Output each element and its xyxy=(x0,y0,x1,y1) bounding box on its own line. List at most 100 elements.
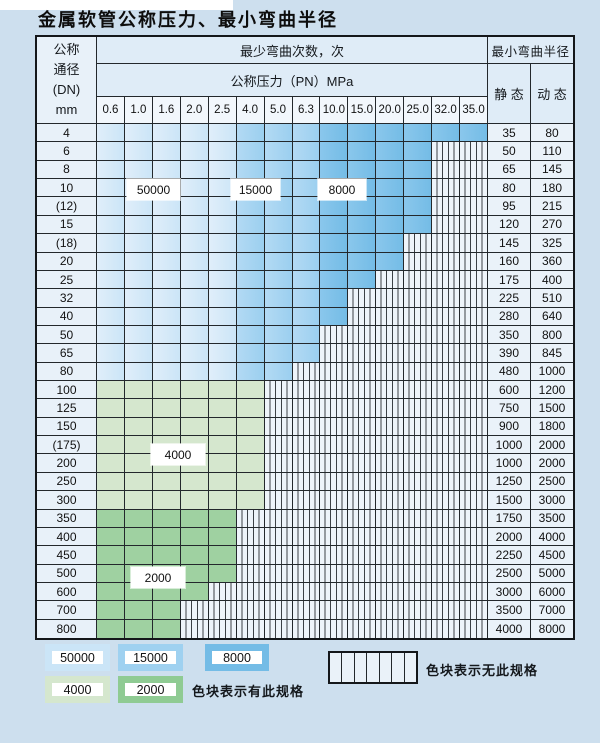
matrix-cell xyxy=(320,546,349,565)
scan-artifact-strip xyxy=(0,0,233,10)
pressure-header: 公称压力（PN）MPa xyxy=(97,64,488,97)
matrix-cell xyxy=(180,564,209,583)
pressure-tick-cell: 4.0 xyxy=(236,97,265,124)
matrix-cell xyxy=(152,142,181,161)
dn-cell: 450 xyxy=(37,546,97,565)
matrix-cell xyxy=(180,527,209,547)
matrix-cell xyxy=(180,509,209,528)
matrix-cell xyxy=(152,619,181,638)
matrix-cell xyxy=(180,124,209,143)
matrix-cell xyxy=(292,124,321,143)
matrix-cell xyxy=(320,270,349,290)
dynamic-value-cell: 270 xyxy=(531,215,573,235)
static-value-cell: 225 xyxy=(488,289,531,308)
matrix-cell xyxy=(264,160,293,180)
matrix-cell xyxy=(97,289,125,308)
matrix-cell xyxy=(460,270,488,290)
matrix-cell xyxy=(432,509,461,528)
matrix-cell xyxy=(208,399,237,418)
matrix-cell xyxy=(292,234,321,253)
matrix-cell xyxy=(320,289,349,308)
matrix-cell xyxy=(460,601,488,620)
matrix-cell xyxy=(180,619,209,638)
dynamic-value-cell: 4500 xyxy=(531,546,573,565)
matrix-cell xyxy=(460,124,488,143)
matrix-cell xyxy=(97,362,125,381)
static-value-cell: 390 xyxy=(488,344,531,363)
matrix-cell xyxy=(376,417,405,437)
matrix-cell xyxy=(376,582,405,602)
matrix-cell xyxy=(432,381,461,400)
matrix-cell xyxy=(208,619,237,638)
matrix-cell xyxy=(404,215,433,235)
dynamic-value-cell: 2000 xyxy=(531,436,573,455)
matrix-cell xyxy=(404,160,433,180)
matrix-cell xyxy=(292,344,321,363)
bend-cycles-header: 最少弯曲次数，次 xyxy=(97,37,488,64)
matrix-cell xyxy=(208,381,237,400)
matrix-cell xyxy=(376,252,405,271)
matrix-cell xyxy=(97,344,125,363)
matrix-cell xyxy=(97,124,125,143)
matrix-cell xyxy=(236,527,265,547)
matrix-cell xyxy=(97,417,125,437)
matrix-cell xyxy=(236,289,265,308)
dynamic-value-cell: 215 xyxy=(531,197,573,216)
matrix-cell xyxy=(124,381,153,400)
matrix-cell xyxy=(236,601,265,620)
matrix-cell xyxy=(264,215,293,235)
matrix-cell xyxy=(264,601,293,620)
matrix-cell xyxy=(460,215,488,235)
matrix-cell xyxy=(236,362,265,381)
matrix-cell xyxy=(376,325,405,345)
pressure-tick-cell: 35.0 xyxy=(460,97,488,124)
dynamic-value-cell: 1800 xyxy=(531,417,573,437)
dynamic-value-cell: 845 xyxy=(531,344,573,363)
legend-swatch: 15000 xyxy=(118,644,183,671)
matrix-cell xyxy=(292,601,321,620)
pressure-tick-cell: 5.0 xyxy=(264,97,293,124)
matrix-cell xyxy=(432,307,461,326)
matrix-cell xyxy=(320,160,349,180)
matrix-cell xyxy=(97,582,125,602)
matrix-cell xyxy=(376,564,405,583)
legend-has-spec-text: 色块表示有此规格 xyxy=(192,684,305,699)
matrix-cell xyxy=(97,215,125,235)
dynamic-value-cell: 400 xyxy=(531,270,573,290)
matrix-cell xyxy=(404,546,433,565)
matrix-cell xyxy=(152,252,181,271)
matrix-cell xyxy=(180,160,209,180)
static-column-header: 静 态 xyxy=(488,64,531,124)
matrix-cell xyxy=(97,472,125,492)
matrix-cell xyxy=(376,179,405,198)
matrix-cell xyxy=(460,252,488,271)
matrix-cell xyxy=(264,582,293,602)
matrix-cell xyxy=(124,124,153,143)
matrix-cell xyxy=(292,582,321,602)
matrix-cell xyxy=(292,215,321,235)
matrix-cell xyxy=(460,564,488,583)
dn-cell: 20 xyxy=(37,252,97,271)
matrix-cell xyxy=(264,381,293,400)
matrix-cell xyxy=(432,270,461,290)
matrix-cell xyxy=(348,619,377,638)
matrix-cell xyxy=(404,491,433,510)
matrix-cell xyxy=(404,179,433,198)
matrix-cell xyxy=(152,509,181,528)
matrix-cell xyxy=(348,399,377,418)
matrix-cell xyxy=(97,270,125,290)
matrix-cell xyxy=(404,325,433,345)
matrix-cell xyxy=(264,472,293,492)
legend-hatch-cell xyxy=(392,653,405,682)
matrix-cell xyxy=(236,124,265,143)
matrix-cell xyxy=(208,215,237,235)
pressure-tick-cell: 32.0 xyxy=(432,97,461,124)
matrix-cell xyxy=(376,527,405,547)
matrix-cell xyxy=(460,491,488,510)
dynamic-value-cell: 6000 xyxy=(531,582,573,602)
legend-swatch: 2000 xyxy=(118,676,183,703)
matrix-cell xyxy=(180,179,209,198)
matrix-cell xyxy=(152,234,181,253)
dn-cell: 80 xyxy=(37,362,97,381)
matrix-cell xyxy=(264,509,293,528)
